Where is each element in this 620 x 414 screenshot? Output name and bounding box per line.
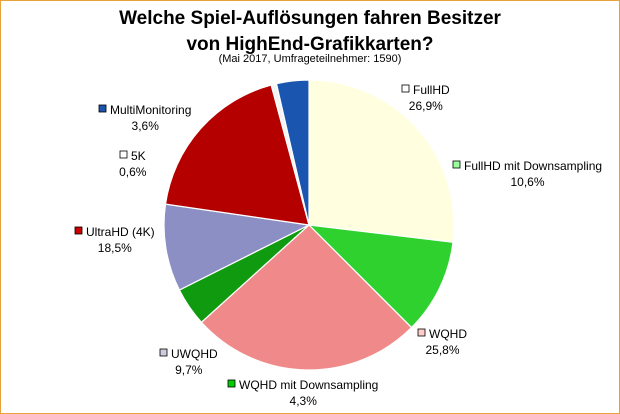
pie-slice-uwqhd	[163, 203, 311, 291]
pie-slice-wqhd	[200, 224, 413, 371]
chart-title-line-1: Welche Spiel-Auflösungen fahren Besitzer	[119, 8, 501, 29]
legend-swatch-uwqhd	[159, 348, 168, 357]
pie-slice-fullhd-mit-downsampling	[307, 224, 454, 329]
slice-label-wqhd: WQHD	[429, 327, 467, 341]
legend-swatch-fullhd-mit-downsampling	[452, 160, 461, 169]
slice-value-5k: 0,6%	[119, 165, 147, 179]
slice-value-fullhd-mit-downsampling: 10,6%	[510, 175, 544, 189]
pie-slice-ultrahd-4k	[164, 84, 310, 226]
slice-label-ultrahd-4k: UltraHD (4K)	[86, 225, 155, 239]
slice-value-wqhd: 25,8%	[425, 343, 459, 357]
slice-value-multimonitoring: 3,6%	[132, 119, 160, 133]
slice-label-uwqhd: UWQHD	[171, 347, 218, 361]
pie-slice-multimonitoring	[275, 79, 310, 226]
slice-label-5k: 5K	[131, 149, 146, 163]
slice-label-fullhd-mit-downsampling: FullHD mit Downsampling	[464, 159, 602, 173]
chart-subtitle: (Mai 2017, Umfrageteilnehmer: 1590)	[218, 53, 402, 65]
slice-label-wqhd-mit-downsampling: WQHD mit Downsampling	[239, 378, 378, 392]
slice-value-wqhd-mit-downsampling: 4,3%	[290, 394, 318, 408]
legend-swatch-multimonitoring	[98, 104, 107, 113]
legend-swatch-fullhd	[401, 84, 410, 93]
legend-swatch-ultrahd-4k	[74, 226, 83, 235]
chart-title: Welche Spiel-Auflösungen fahren Besitzer…	[0, 6, 620, 58]
slice-label-multimonitoring: MultiMonitoring	[110, 103, 191, 117]
slice-value-fullhd: 26,9%	[409, 99, 443, 113]
slice-value-uwqhd: 9,7%	[175, 363, 203, 377]
legend-swatch-5k	[119, 150, 128, 159]
legend-swatch-wqhd	[417, 328, 426, 337]
slice-value-ultrahd-4k: 18,5%	[98, 241, 132, 255]
pie-slice-fullhd	[308, 79, 455, 243]
slice-label-fullhd: FullHD	[413, 83, 450, 97]
legend-swatch-wqhd-mit-downsampling	[227, 379, 236, 388]
chart-title-line-2: von HighEnd-Grafikkarten?	[186, 34, 434, 55]
